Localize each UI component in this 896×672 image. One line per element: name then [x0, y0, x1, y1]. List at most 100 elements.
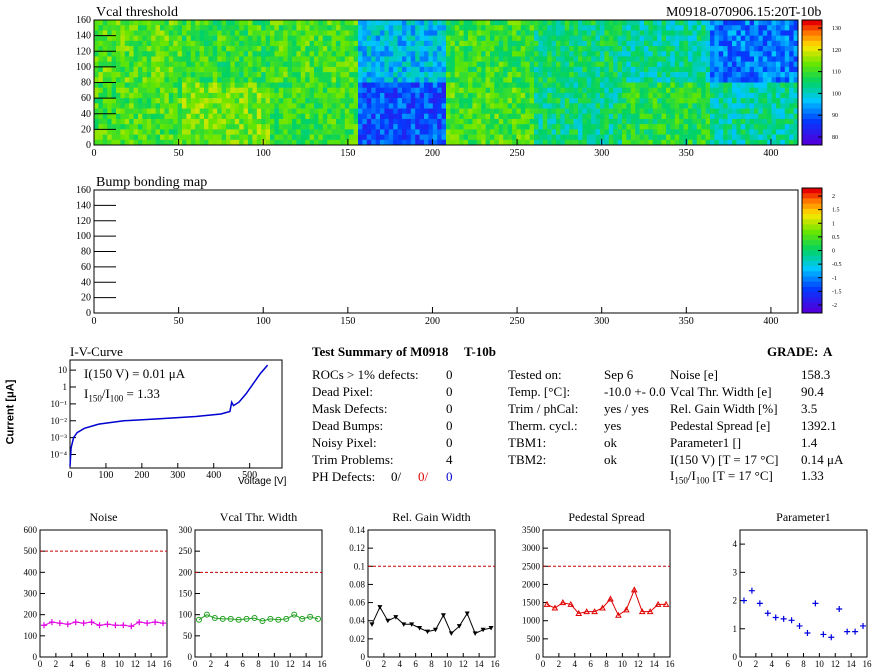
heatmap-cell — [94, 72, 99, 78]
heatmap-cell — [322, 108, 328, 115]
heatmap-cell — [468, 40, 473, 47]
heatmap-cell — [503, 129, 508, 135]
heatmap-cell — [226, 66, 231, 73]
heatmap-cell — [274, 118, 280, 125]
heatmap-cell — [155, 103, 161, 109]
heatmap-cell — [525, 51, 530, 57]
heatmap-cell — [428, 77, 434, 83]
param-label: Pedestal Spread [e] — [670, 418, 771, 433]
heatmap-cell — [331, 92, 337, 99]
heatmap-cell — [670, 103, 676, 109]
heatmap-cell — [177, 87, 183, 94]
heatmap-cell — [94, 87, 99, 94]
colorbar-cell — [802, 61, 822, 68]
heatmap-cell — [767, 87, 772, 94]
heatmap-cell — [177, 134, 183, 141]
heatmap-cell — [371, 61, 376, 68]
heatmap-cell — [393, 124, 398, 130]
heatmap-cell — [696, 51, 702, 57]
heatmap-cell — [331, 51, 337, 57]
heatmap-cell — [437, 103, 442, 109]
param-label: Vcal Thr. Width [e] — [670, 384, 772, 399]
heatmap-cell — [230, 108, 236, 115]
heatmap-cell — [318, 129, 324, 135]
heatmap-cell — [151, 56, 156, 62]
heatmap-cell — [630, 103, 636, 109]
heatmap-cell — [186, 134, 192, 141]
heatmap-cell — [419, 134, 425, 141]
heatmap-cell — [736, 92, 742, 99]
heatmap-cell — [415, 51, 420, 57]
heatmap-cell — [463, 82, 469, 89]
heatmap-cell — [195, 98, 200, 104]
heatmap-cell — [393, 113, 398, 120]
heatmap-cell — [116, 108, 121, 115]
heatmap-cell — [296, 61, 302, 68]
heatmap-cell — [503, 40, 508, 47]
heatmap-cell — [468, 113, 473, 120]
heatmap-cell — [384, 77, 390, 83]
heatmap-cell — [582, 25, 588, 31]
heatmap-cell — [102, 113, 108, 120]
heatmap-cell — [155, 61, 161, 68]
heatmap-cell — [380, 118, 385, 125]
heatmap-cell — [309, 77, 315, 83]
heatmap-cell — [164, 134, 170, 141]
heatmap-cell — [507, 129, 513, 135]
heatmap-cell — [441, 139, 447, 146]
heatmap-cell — [652, 20, 658, 26]
heatmap-cell — [353, 82, 359, 89]
heatmap-cell — [186, 129, 192, 135]
heatmap-cell — [644, 25, 649, 31]
heatmap-cell — [714, 98, 720, 104]
data-point — [448, 631, 454, 636]
heatmap-cell — [252, 134, 258, 141]
heatmap-cell — [617, 61, 623, 68]
heatmap-cell — [648, 87, 654, 94]
heatmap-cell — [758, 20, 764, 26]
heatmap-cell — [644, 98, 649, 104]
heatmap-cell — [388, 113, 394, 120]
heatmap-cell — [349, 98, 354, 104]
heatmap-cell — [375, 103, 381, 109]
heatmap-cell — [745, 134, 750, 141]
heatmap-cell — [701, 77, 706, 83]
heatmap-cell — [692, 82, 698, 89]
heatmap-cell — [256, 66, 262, 73]
heatmap-cell — [657, 35, 662, 42]
heatmap-cell — [600, 51, 605, 57]
heatmap-cell — [688, 77, 693, 83]
x-tick-label: 10 — [618, 659, 628, 669]
heatmap-cell — [287, 35, 293, 42]
heatmap-cell — [516, 56, 522, 62]
heatmap-cell — [644, 82, 649, 89]
iv-x-tick-label: 100 — [98, 470, 113, 481]
heatmap-cell — [459, 72, 464, 78]
heatmap-cell — [204, 77, 209, 83]
heatmap-cell — [578, 103, 583, 109]
heatmap-cell — [551, 129, 557, 135]
heatmap-cell — [366, 40, 372, 47]
y-tick-label: 3 — [733, 567, 738, 577]
heatmap-cell — [683, 51, 689, 57]
heatmap-cell — [723, 61, 728, 68]
heatmap-cell — [758, 103, 764, 109]
heatmap-cell — [754, 124, 759, 130]
heatmap-cell — [701, 139, 706, 146]
heatmap-cell — [397, 20, 403, 26]
heatmap-cell — [661, 98, 667, 104]
heatmap-cell — [124, 82, 130, 89]
heatmap-cell — [520, 82, 526, 89]
heatmap-cell — [358, 98, 363, 104]
heatmap-cell — [366, 124, 372, 130]
heatmap-cell — [380, 92, 385, 99]
heatmap-cell — [551, 46, 557, 52]
heatmap-cell — [736, 35, 742, 42]
heatmap-cell — [578, 72, 583, 78]
heatmap-cell — [525, 66, 530, 73]
heatmap-cell — [393, 30, 398, 36]
heatmap-cell — [406, 56, 412, 62]
heatmap-cell — [190, 61, 196, 68]
heatmap-cell — [397, 87, 403, 94]
heatmap-cell — [98, 103, 104, 109]
